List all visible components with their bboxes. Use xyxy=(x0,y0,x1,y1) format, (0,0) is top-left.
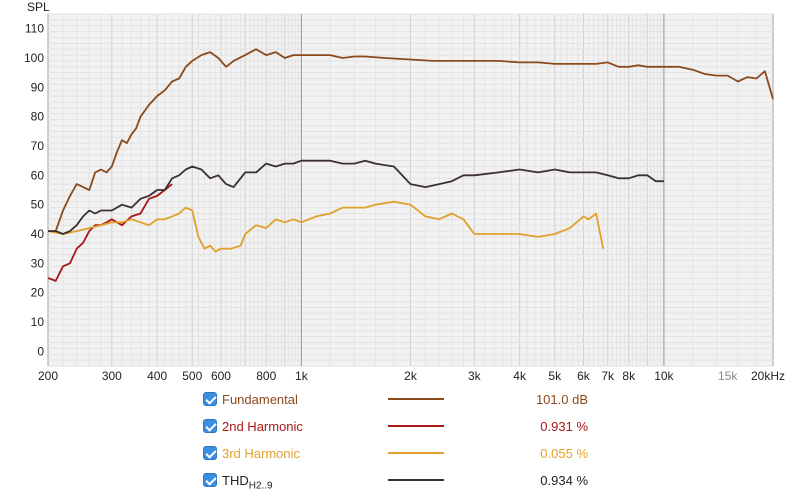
series-toggle-checkbox[interactable] xyxy=(203,392,217,406)
legend: Fundamental 101.0 dB 2nd Harmonic 0.931 % 3r… xyxy=(203,388,623,496)
legend-series-name-sub: H2..9 xyxy=(248,480,273,492)
y-tick-label: 100 xyxy=(24,51,44,65)
x-axis-ticks: 200 300 400 500 600 800 1k 2k 3k 4k 5k 6k 7k 8k 10k 15k… xyxy=(38,369,785,383)
y-tick-label: 80 xyxy=(31,110,45,124)
y-tick-label: 90 xyxy=(31,80,45,94)
y-tick-label: 110 xyxy=(25,22,44,36)
y-tick-label: 30 xyxy=(31,256,45,270)
legend-series-name: 2nd Harmonic xyxy=(222,419,303,434)
legend-series-value: 0.055 % xyxy=(540,446,588,461)
series-toggle-checkbox[interactable] xyxy=(203,446,217,460)
x-tick-label: 1k xyxy=(295,369,309,383)
y-tick-label: 60 xyxy=(31,168,45,182)
x-tick-label: 2k xyxy=(404,369,418,383)
x-tick-label: 6k xyxy=(577,369,591,383)
legend-series-value: 101.0 dB xyxy=(535,392,588,407)
minor-grid xyxy=(48,13,773,367)
x-tick-label: 20kHz xyxy=(751,369,785,383)
legend-series-name: THDH2..9 xyxy=(222,473,273,492)
legend-series-value: 0.934 % xyxy=(540,473,588,488)
legend-line-swatch xyxy=(388,425,444,427)
legend-row: 2nd Harmonic 0.931 % xyxy=(203,415,623,442)
legend-row: Fundamental 101.0 dB xyxy=(203,388,623,415)
y-axis-ticks: 0 10 20 30 40 50 60 70 80 90 100 110 xyxy=(24,22,44,359)
y-tick-label: 0 xyxy=(37,344,44,358)
series-line-0 xyxy=(48,48,774,232)
y-tick-label: 50 xyxy=(31,198,45,212)
x-tick-label: 8k xyxy=(622,369,636,383)
y-tick-label: 10 xyxy=(31,315,45,329)
series-line-1 xyxy=(47,183,173,282)
x-tick-label: 4k xyxy=(513,369,527,383)
x-tick-label: 800 xyxy=(256,369,276,383)
legend-row: THDH2..9 0.934 % xyxy=(203,469,623,496)
x-tick-label: 10k xyxy=(654,369,674,383)
x-tick-label: 500 xyxy=(182,369,202,383)
legend-line-swatch xyxy=(388,452,444,454)
x-tick-label: 300 xyxy=(102,369,122,383)
series-layer xyxy=(47,48,774,282)
legend-series-value: 0.931 % xyxy=(540,419,588,434)
y-tick-label: 70 xyxy=(31,139,45,153)
major-grid xyxy=(300,14,665,366)
x-tick-label: 400 xyxy=(147,369,167,383)
legend-line-swatch xyxy=(388,398,444,400)
legend-series-name: 3rd Harmonic xyxy=(222,446,301,461)
series-line-2 xyxy=(47,200,605,253)
series-line-3 xyxy=(48,159,664,235)
legend-line-swatch xyxy=(388,479,444,481)
x-tick-label: 5k xyxy=(548,369,562,383)
x-tick-label: 3k xyxy=(468,369,482,383)
x-tick-label: 7k xyxy=(601,369,615,383)
series-toggle-checkbox[interactable] xyxy=(203,419,217,433)
y-axis-label: SPL xyxy=(27,0,50,14)
y-tick-label: 40 xyxy=(31,227,45,241)
x-tick-label: 200 xyxy=(38,369,58,383)
x-tick-label: 600 xyxy=(211,369,231,383)
x-tick-label: 15k xyxy=(718,369,738,383)
series-toggle-checkbox[interactable] xyxy=(203,473,217,487)
y-tick-label: 20 xyxy=(31,286,45,300)
legend-series-name: Fundamental xyxy=(222,392,298,407)
legend-row: 3rd Harmonic 0.055 % xyxy=(203,442,623,469)
